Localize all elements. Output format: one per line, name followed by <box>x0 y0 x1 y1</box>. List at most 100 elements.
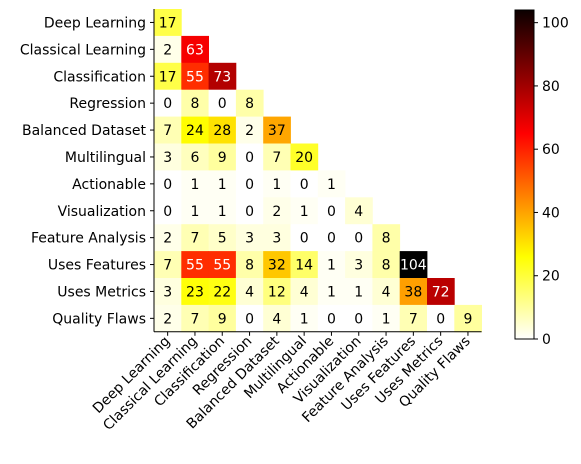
cell-value-label: 3 <box>163 150 172 166</box>
cell-value-label: 7 <box>409 311 418 327</box>
cell-value-label: 0 <box>218 96 227 112</box>
cell-value-label: 14 <box>295 258 313 274</box>
cell-value-label: 55 <box>186 69 204 85</box>
heatmap-cell <box>208 251 237 279</box>
cell-value-label: 3 <box>245 231 254 247</box>
heatmap-cells <box>154 9 482 333</box>
cell-value-label: 1 <box>327 284 336 300</box>
heatmap-cell <box>372 278 401 306</box>
y-tick-label: Visualization <box>58 204 146 220</box>
heatmap-cell <box>290 224 319 252</box>
cell-value-label: 4 <box>300 284 309 300</box>
heatmap-cell <box>154 89 182 117</box>
y-tick-label: Uses Metrics <box>57 284 146 300</box>
cell-value-label: 8 <box>245 96 254 112</box>
cell-value-label: 6 <box>190 150 199 166</box>
y-tick-label: Deep Learning <box>44 15 146 31</box>
heatmap-cell <box>399 278 428 306</box>
colorbar: 0 20 40 60 80 100 <box>514 9 569 348</box>
heatmap-cell <box>235 251 264 279</box>
heatmap-cell <box>399 251 428 279</box>
heatmap-cell <box>427 304 455 333</box>
heatmap-cell <box>181 224 209 252</box>
y-tick-label: Feature Analysis <box>31 231 146 247</box>
heatmap-cell <box>181 170 209 198</box>
heatmap-cell <box>154 143 182 171</box>
cell-value-label: 73 <box>213 69 231 85</box>
cell-value-label: 0 <box>245 311 254 327</box>
cell-value-label: 2 <box>245 123 254 139</box>
heatmap-cell <box>208 304 237 333</box>
y-tick-label: Regression <box>69 96 146 112</box>
cell-value-label: 1 <box>300 204 309 220</box>
heatmap-cell <box>290 197 319 225</box>
cell-value-label: 8 <box>245 258 254 274</box>
cell-value-label: 72 <box>432 284 450 300</box>
heatmap-cell <box>181 89 209 117</box>
colorbar-tick-label: 0 <box>542 332 551 348</box>
heatmap-cell <box>372 251 401 279</box>
cell-value-label: 3 <box>354 258 363 274</box>
heatmap-cell <box>235 224 264 252</box>
heatmap-cell <box>154 278 182 306</box>
heatmap-cell <box>263 304 291 333</box>
cell-value-label: 2 <box>163 311 172 327</box>
cell-value-label: 7 <box>163 258 172 274</box>
cell-value-label: 63 <box>186 42 204 58</box>
cell-value-label: 0 <box>163 177 172 193</box>
colorbar-gradient <box>514 9 535 340</box>
heatmap-cell <box>154 251 182 279</box>
cell-value-label: 0 <box>300 231 309 247</box>
heatmap-cell <box>154 304 182 333</box>
cell-value-label: 5 <box>218 231 227 247</box>
heatmap-cell <box>154 116 182 144</box>
cell-value-label: 0 <box>163 96 172 112</box>
heatmap-cell <box>317 251 346 279</box>
cell-value-label: 0 <box>436 311 445 327</box>
heatmap-cell <box>317 197 346 225</box>
cell-value-label: 55 <box>213 258 231 274</box>
heatmap-cell <box>181 116 209 144</box>
cell-value-label: 23 <box>186 284 204 300</box>
cell-value-label: 17 <box>159 15 177 31</box>
cell-value-label: 0 <box>245 204 254 220</box>
heatmap-cell <box>235 116 264 144</box>
cell-value-label: 0 <box>163 204 172 220</box>
cell-value-label: 8 <box>382 258 391 274</box>
cell-value-label: 38 <box>404 284 422 300</box>
heatmap-cell <box>290 251 319 279</box>
heatmap-cell <box>290 304 319 333</box>
heatmap-cell <box>345 304 373 333</box>
heatmap-cell <box>372 304 401 333</box>
cell-value-label: 1 <box>354 284 363 300</box>
cell-value-label: 0 <box>327 311 336 327</box>
heatmap-cell <box>290 170 319 198</box>
heatmap-cell <box>235 197 264 225</box>
cell-value-label: 1 <box>190 177 199 193</box>
heatmap-cell <box>399 304 428 333</box>
y-tick-label: Classification <box>53 69 146 85</box>
cell-value-label: 9 <box>218 311 227 327</box>
heatmap-cell <box>345 224 373 252</box>
cell-value-label: 2 <box>163 231 172 247</box>
cell-value-label: 3 <box>163 284 172 300</box>
cell-value-label: 8 <box>190 96 199 112</box>
y-tick-label: Multilingual <box>65 150 146 166</box>
heatmap-cell <box>208 143 237 171</box>
cell-value-label: 1 <box>272 177 281 193</box>
heatmap-cell <box>208 116 237 144</box>
colorbar-tick-label: 20 <box>542 269 560 285</box>
heatmap-cell <box>427 278 455 306</box>
heatmap-cell <box>181 35 209 64</box>
cell-value-label: 1 <box>300 311 309 327</box>
heatmap-cell <box>235 304 264 333</box>
cell-value-label: 24 <box>186 123 204 139</box>
heatmap-cell <box>235 170 264 198</box>
cell-value-label: 7 <box>272 150 281 166</box>
heatmap-cell <box>235 89 264 117</box>
heatmap-cell <box>345 251 373 279</box>
heatmap-cell <box>181 62 209 91</box>
heatmap-cell <box>208 224 237 252</box>
heatmap-cell <box>235 143 264 171</box>
cell-value-label: 4 <box>245 284 254 300</box>
